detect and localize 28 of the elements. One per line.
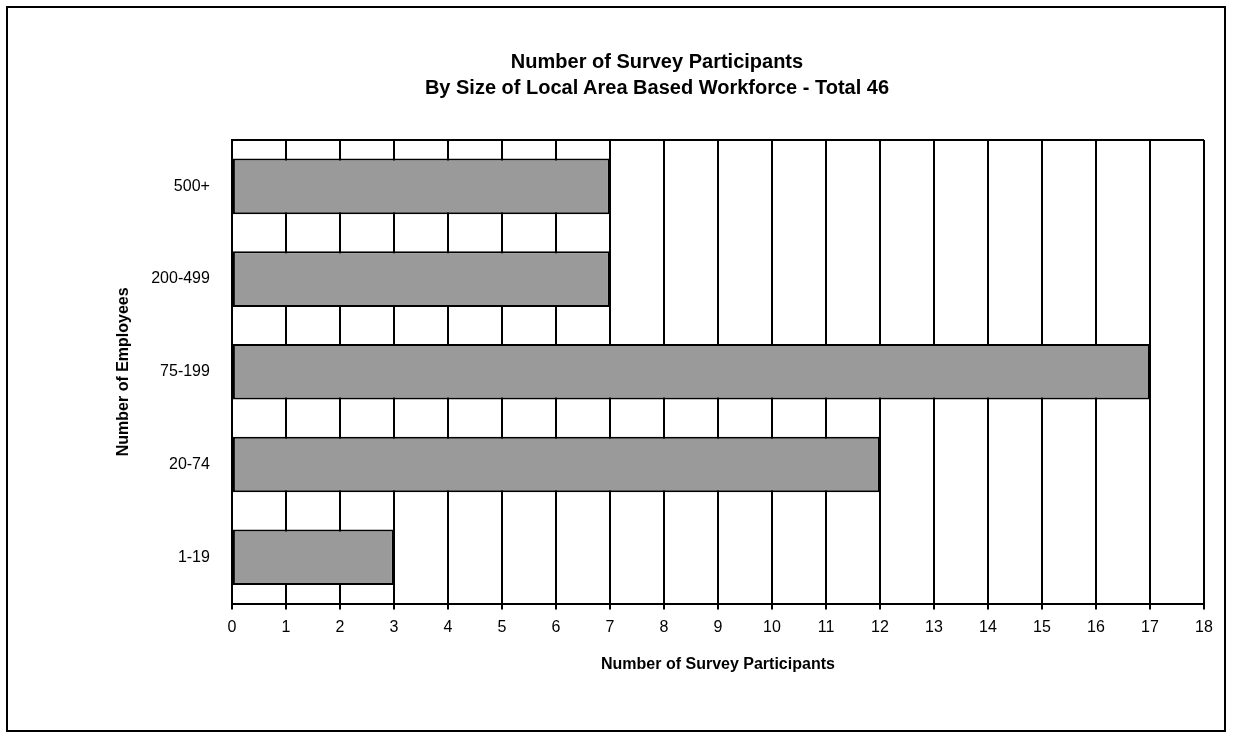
x-tick-label: 11 [817,617,835,635]
x-tick-label: 4 [443,617,453,635]
x-tick-label: 9 [713,617,723,635]
chart-title: Number of Survey Participants [510,49,804,72]
x-axis-title: Number of Survey Participants [601,654,835,672]
x-tick-label: 0 [227,617,237,635]
x-tick-label: 14 [979,617,997,635]
x-tick-label: 15 [1033,617,1051,635]
x-tick-label: 1 [281,617,291,635]
x-tick-label: 13 [925,617,943,635]
y-tick-label: 1-19 [177,547,211,565]
x-tick-label: 6 [551,617,561,635]
y-tick-label: 200-499 [151,269,211,287]
x-tick-label: 10 [763,617,781,635]
y-tick-label: 20-74 [169,454,211,472]
x-tick-label: 17 [1141,617,1159,635]
x-tick-label: 8 [659,617,669,635]
x-tick-label: 2 [335,617,345,635]
y-tick-label: 75-199 [160,362,211,380]
x-tick-label: 18 [1195,617,1213,635]
x-tick-label: 12 [871,617,889,635]
x-tick-label: 7 [605,617,615,635]
chart-subtitle: By Size of Local Area Based Workforce - Total 46 [424,75,890,98]
y-axis-title: Number of Employees [114,287,132,457]
y-tick-label: 500+ [173,176,210,194]
x-tick-label: 3 [389,617,399,635]
x-tick-label: 16 [1087,617,1105,635]
x-tick-label: 5 [497,617,507,635]
